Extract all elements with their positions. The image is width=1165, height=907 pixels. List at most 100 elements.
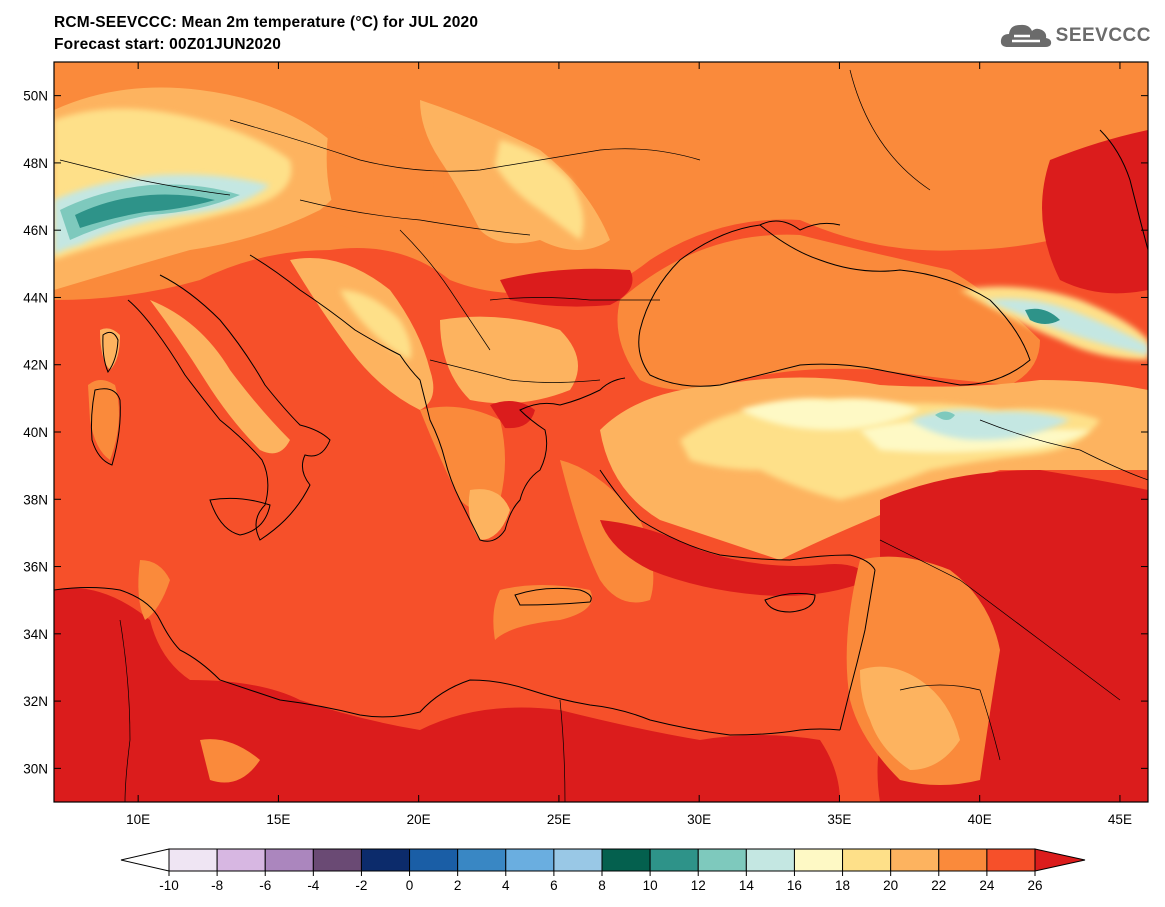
border-4 [489,297,660,301]
colorbar-swatch [986,848,1036,872]
colorbar-swatch [649,848,699,872]
coast-italy [127,274,331,541]
coast-sardinia [90,388,121,466]
lon-tick-label: 20E [407,812,431,827]
logo-text: SEEVCCC [1055,25,1151,46]
colorbar-under-arrow [120,848,170,872]
lon-tick-label: 25E [547,812,571,827]
cloud-icon [1000,24,1051,47]
colorbar-label: 20 [883,878,898,893]
zone-hungary-22 [326,120,434,234]
colorbar-label: 26 [1027,878,1042,893]
colorbar-swatch [505,848,555,872]
coast-turkey-south [599,469,876,571]
map-title: RCM-SEEVCCC: Mean 2m temperature (°C) fo… [54,14,479,31]
coastlines [54,129,1148,736]
zone-carpathians-18 [495,140,584,240]
colorbar-label: 6 [550,878,558,893]
zone-tunisia-22 [138,560,170,620]
border-5 [429,359,601,383]
colorbar-swatch [360,848,411,872]
colorbar-label: 2 [454,878,462,893]
colorbar-label: 4 [502,878,510,893]
lat-tick-label: 36N [23,560,48,575]
lon-tick-label: 15E [266,812,290,827]
colorbar-swatch [312,848,362,872]
axis-ticks: 30N 32N 34N 36N 38N 40N 42N 44N 46N 48N 50N 10E 15E 2… [23,62,1148,827]
border-6 [879,539,1121,701]
colorbar-swatch [168,848,218,872]
colorbar-swatch [264,848,314,872]
seevccc-logo: SEEVCCC [1000,22,1151,50]
colorbar-label: 18 [835,878,850,893]
coast-north-africa [54,587,841,736]
border-10 [849,69,931,191]
colorbar-label: -6 [259,878,271,893]
lat-tick-label: 32N [23,694,48,709]
zone-turkey-coast-26 [600,520,870,596]
colorbar-swatch [601,848,651,872]
coast-crimea [759,220,841,231]
lat-tick-label: 30N [23,761,48,776]
coast-greece [444,377,626,542]
zone-bulgaria-20 [440,316,578,404]
colorbar-label: 10 [643,878,658,893]
zone-jordan-20 [860,666,960,770]
colorbar-swatch [842,848,892,872]
colorbar-label: -10 [159,878,179,893]
forecast-start: Forecast start: 00Z01JUN2020 [54,36,282,53]
colorbar-swatch [890,848,940,872]
temperature-field [54,62,1148,802]
lon-tick-label: 45E [1108,812,1132,827]
colorbar-label: 8 [598,878,606,893]
lat-tick-label: 50N [23,89,48,104]
border-2 [299,199,531,236]
zone-central-europe-22 [54,62,1148,300]
zone-balkans-18 [340,290,412,360]
border-12 [59,159,231,196]
coast-cyprus [764,592,816,613]
zone-apennines-20 [150,300,290,454]
colorbar-swatch [745,848,795,872]
zone-caucasus-14 [985,298,1148,355]
colorbar-label: -4 [307,878,319,893]
coast-levant [839,569,876,731]
colorbar-label: 0 [406,878,414,893]
coast-corsica [102,331,119,373]
zone-wallachia-26 [500,268,633,307]
coast-adriatic-east [249,254,446,461]
border-8 [119,619,131,802]
zone-crete-22 [493,585,592,640]
zone-anatolia-12 [935,411,955,420]
lat-tick-label: 40N [23,425,48,440]
colorbar-label: 12 [691,878,706,893]
colorbar-label: -8 [211,878,223,893]
colorbar-swatch [457,848,507,872]
border-9 [559,699,566,802]
colorbar-swatch [697,848,747,872]
lon-tick-label: 35E [827,812,851,827]
coast-sicily [209,497,271,536]
colorbar-swatch [409,848,459,872]
colorbar: -10 -8 -6 -4 -2 0 2 4 6 8 10 12 14 16 18 20 22 24 26 [120,848,1086,893]
colorbar-swatch [553,848,603,872]
lat-tick-label: 46N [23,223,48,238]
lon-tick-label: 30E [687,812,711,827]
zone-blacksea-22 [617,234,1040,390]
zone-peloponnese-20 [468,489,510,540]
lat-tick-label: 44N [23,290,48,305]
colorbar-label: 24 [979,878,995,893]
colorbar-swatch [938,848,988,872]
colorbar-label: 22 [931,878,946,893]
lon-tick-label: 10E [126,812,150,827]
coast-crete [514,587,592,606]
lat-tick-label: 38N [23,492,48,507]
colorbar-over-arrow [1034,848,1086,872]
coast-black-sea [638,224,1031,387]
lon-tick-label: 40E [968,812,992,827]
border-7 [899,684,1001,761]
coast-caspian [1099,129,1148,251]
zone-alps-10 [75,194,215,228]
lat-tick-label: 34N [23,627,48,642]
